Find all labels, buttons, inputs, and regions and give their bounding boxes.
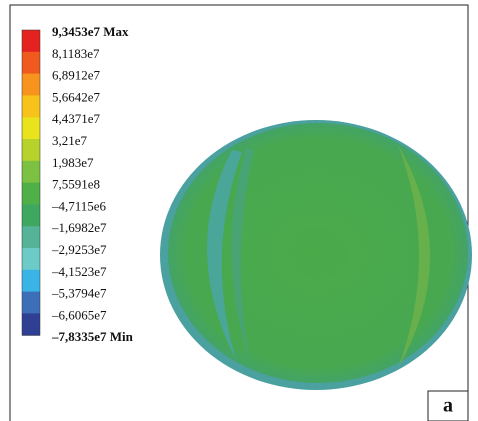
legend-label: –1,6982e7 <box>51 220 107 235</box>
color-band <box>22 95 40 118</box>
left-crescent <box>206 150 242 360</box>
legend-label: 9,3453e7 Max <box>52 24 129 39</box>
color-band <box>22 139 40 162</box>
color-band <box>22 182 40 205</box>
legend-label: 8,1183e7 <box>52 46 100 61</box>
color-band <box>22 291 40 314</box>
legend-label: –4,1523e7 <box>51 264 107 279</box>
color-band <box>22 160 40 184</box>
legend-labels: 9,3453e7 Max 8,1183e7 6,8912e7 5,6642e7 4,43… <box>51 24 134 344</box>
color-band <box>22 117 40 140</box>
legend-label: 4,4371e7 <box>52 111 101 126</box>
legend-label: –2,9253e7 <box>51 242 107 257</box>
color-band <box>22 204 40 227</box>
color-band <box>22 30 40 53</box>
inner-crescent <box>231 148 254 362</box>
legend-label: 6,8912e7 <box>52 68 101 83</box>
legend-label: 3,21e7 <box>52 133 88 148</box>
legend-label: –7,8335e7 Min <box>51 329 134 344</box>
color-band <box>22 73 40 96</box>
right-crescent <box>398 145 430 368</box>
panel-label: a <box>443 395 453 417</box>
color-band <box>22 51 40 75</box>
legend-label: –4,7115e6 <box>51 198 107 213</box>
legend-label: –5,3794e7 <box>51 286 107 301</box>
color-band <box>22 313 40 336</box>
contour-body <box>160 120 472 390</box>
frame <box>9 4 469 421</box>
legend-label: 5,6642e7 <box>52 89 101 104</box>
panel-label-box <box>427 390 469 421</box>
colorbar <box>21 29 41 336</box>
color-band <box>22 269 40 293</box>
legend-label: –6,6065e7 <box>51 307 107 322</box>
legend-label: 7,5591e8 <box>52 177 100 192</box>
color-band <box>22 248 40 271</box>
colorbar-outline <box>21 29 41 336</box>
color-band <box>22 226 40 249</box>
legend-label: 1,983e7 <box>52 155 94 170</box>
